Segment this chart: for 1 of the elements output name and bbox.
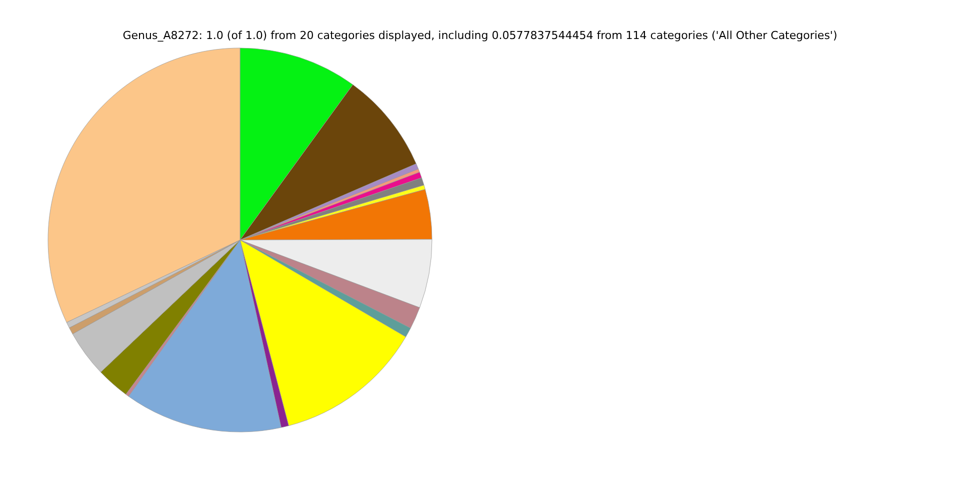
text: Genus_A8272: 1.0 (of 1.0) from 20 categories displayed, including 0.0577837544454 from 114 categories ('All Other Categories')	[122, 29, 838, 42]
